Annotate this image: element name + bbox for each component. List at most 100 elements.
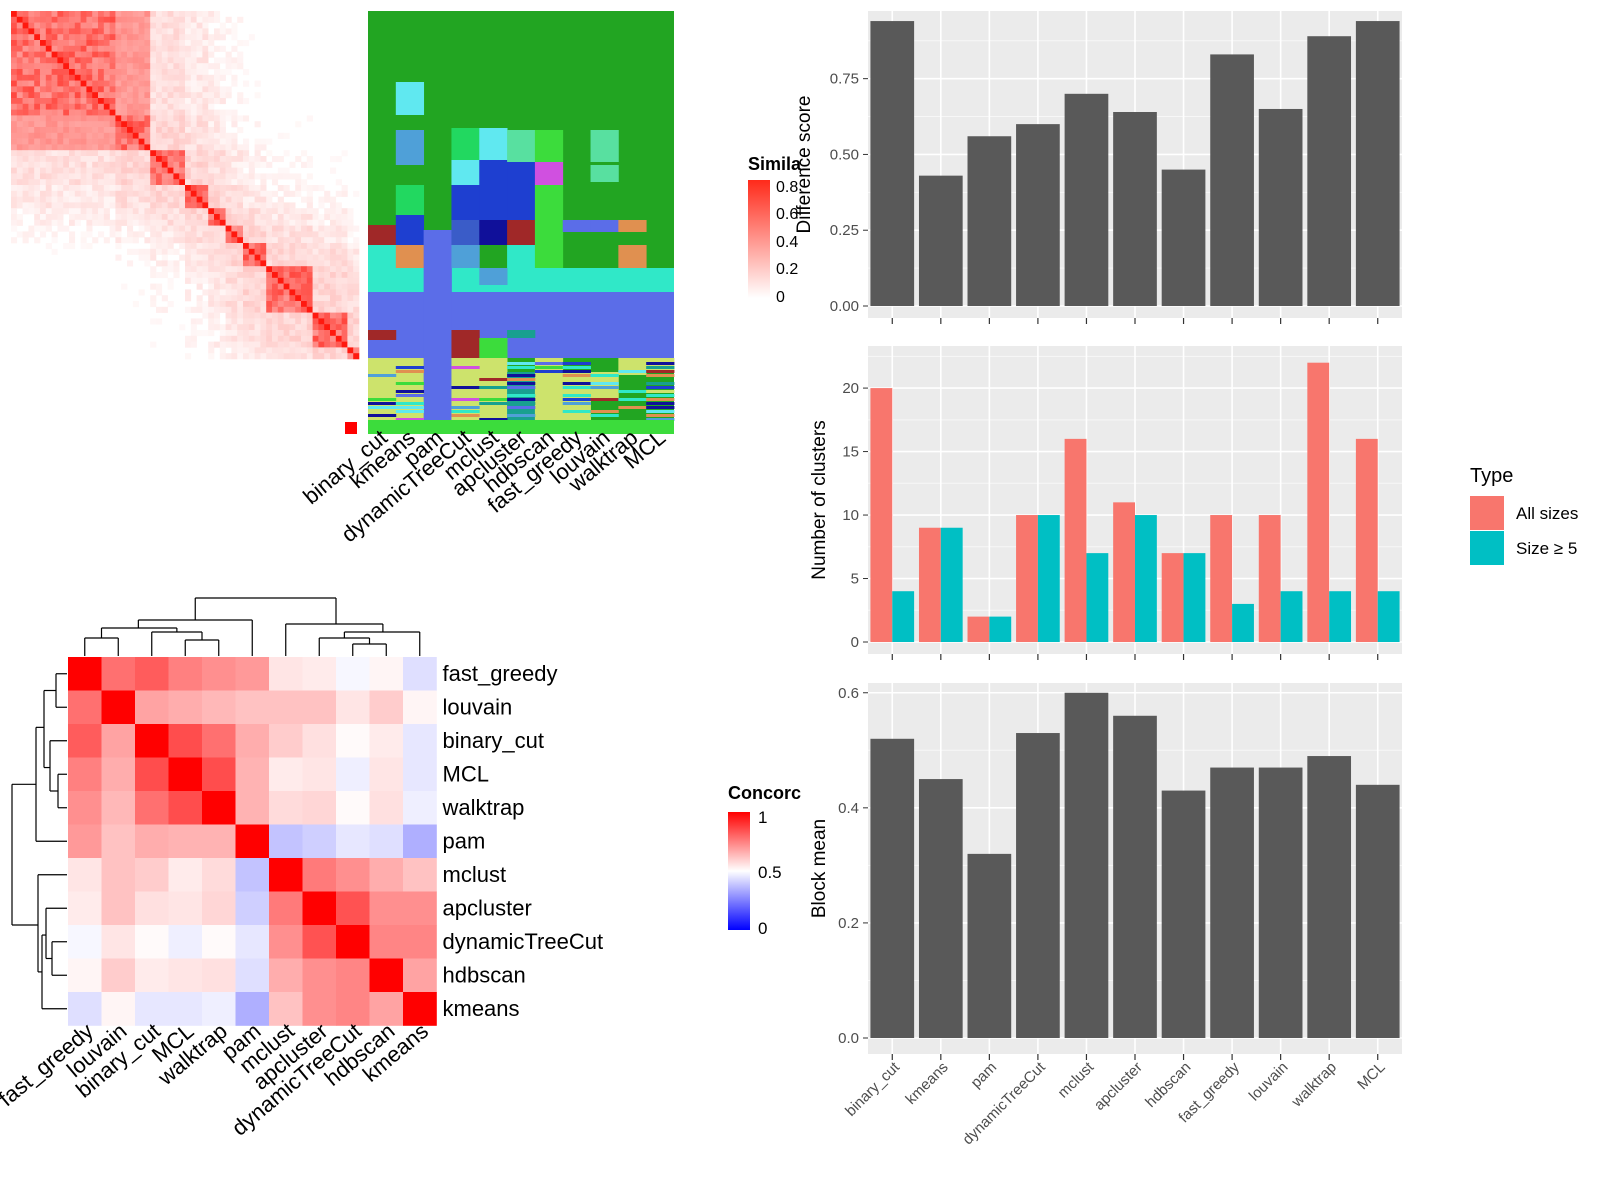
- concordance-cell: [369, 657, 404, 691]
- concordance-cell: [68, 791, 102, 825]
- similarity-cell: [196, 225, 203, 232]
- similarity-cell: [283, 330, 290, 337]
- similarity-cell: [190, 69, 197, 76]
- similarity-cell: [144, 109, 151, 116]
- similarity-cell: [92, 34, 99, 41]
- similarity-cell: [45, 57, 52, 64]
- y-tick-label: 20: [842, 380, 859, 397]
- similarity-cell: [219, 190, 226, 197]
- similarity-cell: [127, 161, 134, 168]
- similarity-cell: [295, 121, 302, 128]
- similarity-cell: [74, 138, 81, 145]
- similarity-cell: [92, 45, 99, 52]
- similarity-cell: [103, 138, 110, 145]
- similarity-cell: [45, 28, 52, 35]
- similarity-cell: [51, 196, 58, 203]
- similarity-cell: [16, 69, 23, 76]
- similarity-cell: [185, 80, 192, 87]
- similarity-cell: [156, 289, 163, 296]
- similarity-cell: [63, 86, 70, 93]
- similarity-cell: [138, 219, 145, 226]
- similarity-cell: [40, 167, 47, 174]
- similarity-cell: [231, 225, 238, 232]
- similarity-cell: [243, 69, 250, 76]
- similarity-cell: [347, 260, 354, 267]
- similarity-cell: [190, 254, 197, 261]
- similarity-cell: [190, 121, 197, 128]
- similarity-cell: [248, 202, 255, 209]
- concordance-cell: [302, 724, 337, 758]
- similarity-cell: [92, 103, 99, 110]
- similarity-cell: [150, 40, 157, 47]
- similarity-cell: [248, 312, 255, 319]
- similarity-cell: [318, 312, 325, 319]
- similarity-cell: [173, 103, 180, 110]
- similarity-cell: [225, 266, 232, 273]
- similarity-cell: [92, 144, 99, 151]
- similarity-cell: [40, 196, 47, 203]
- similarity-cell: [202, 190, 209, 197]
- similarity-cell: [266, 138, 273, 145]
- similarity-cell: [196, 202, 203, 209]
- similarity-cell: [109, 40, 116, 47]
- similarity-cell: [202, 266, 209, 273]
- concordance-cell: [101, 958, 136, 993]
- class-stripe: [479, 378, 508, 381]
- similarity-cell: [306, 318, 313, 325]
- similarity-cell: [219, 335, 226, 342]
- similarity-cell: [144, 40, 151, 47]
- similarity-cell: [69, 138, 76, 145]
- similarity-cell: [254, 248, 261, 255]
- similarity-cell: [34, 92, 41, 99]
- similarity-cell: [179, 190, 186, 197]
- similarity-cell: [173, 167, 180, 174]
- class-stripe: [507, 398, 536, 401]
- similarity-cell: [16, 202, 23, 209]
- similarity-cell: [190, 214, 197, 221]
- similarity-cell: [260, 301, 267, 308]
- similarity-cell: [92, 51, 99, 58]
- similarity-cell: [202, 225, 209, 232]
- similarity-cell: [254, 219, 261, 226]
- similarity-cell: [28, 115, 35, 122]
- similarity-cell: [80, 173, 87, 180]
- concordance-cell: [101, 690, 136, 725]
- similarity-cell: [109, 121, 116, 128]
- similarity-cell: [225, 190, 232, 197]
- similarity-cell: [341, 295, 348, 302]
- similarity-cell: [266, 161, 273, 168]
- similarity-cell: [306, 330, 313, 337]
- similarity-cell: [272, 179, 279, 186]
- similarity-cell: [98, 202, 105, 209]
- class-stripe: [646, 370, 675, 373]
- similarity-cell: [86, 57, 93, 64]
- similarity-cell: [115, 16, 122, 23]
- similarity-cell: [63, 22, 70, 29]
- class-stripe: [507, 406, 536, 409]
- concordance-cell: [135, 724, 169, 758]
- similarity-cell: [40, 208, 47, 215]
- similarity-cell: [138, 208, 145, 215]
- similarity-cell: [16, 45, 23, 52]
- similarity-cell: [167, 28, 174, 35]
- similarity-cell: [173, 202, 180, 209]
- similarity-cell: [179, 16, 186, 23]
- similarity-cell: [335, 237, 342, 244]
- similarity-cell: [121, 150, 128, 157]
- similarity-cell: [301, 324, 308, 331]
- similarity-cell: [45, 40, 52, 47]
- similarity-cell: [16, 121, 23, 128]
- similarity-cell: [225, 318, 232, 325]
- similarity-cell: [185, 208, 192, 215]
- similarity-cell: [301, 208, 308, 215]
- similarity-cell: [289, 347, 296, 354]
- similarity-cell: [34, 69, 41, 76]
- concordance-cell: [403, 724, 437, 758]
- similarity-cell: [167, 22, 174, 29]
- similarity-cell: [109, 167, 116, 174]
- similarity-cell: [196, 132, 203, 139]
- similarity-cell: [272, 295, 279, 302]
- similarity-cell: [74, 109, 81, 116]
- similarity-cell: [225, 185, 232, 192]
- similarity-cell: [161, 51, 168, 58]
